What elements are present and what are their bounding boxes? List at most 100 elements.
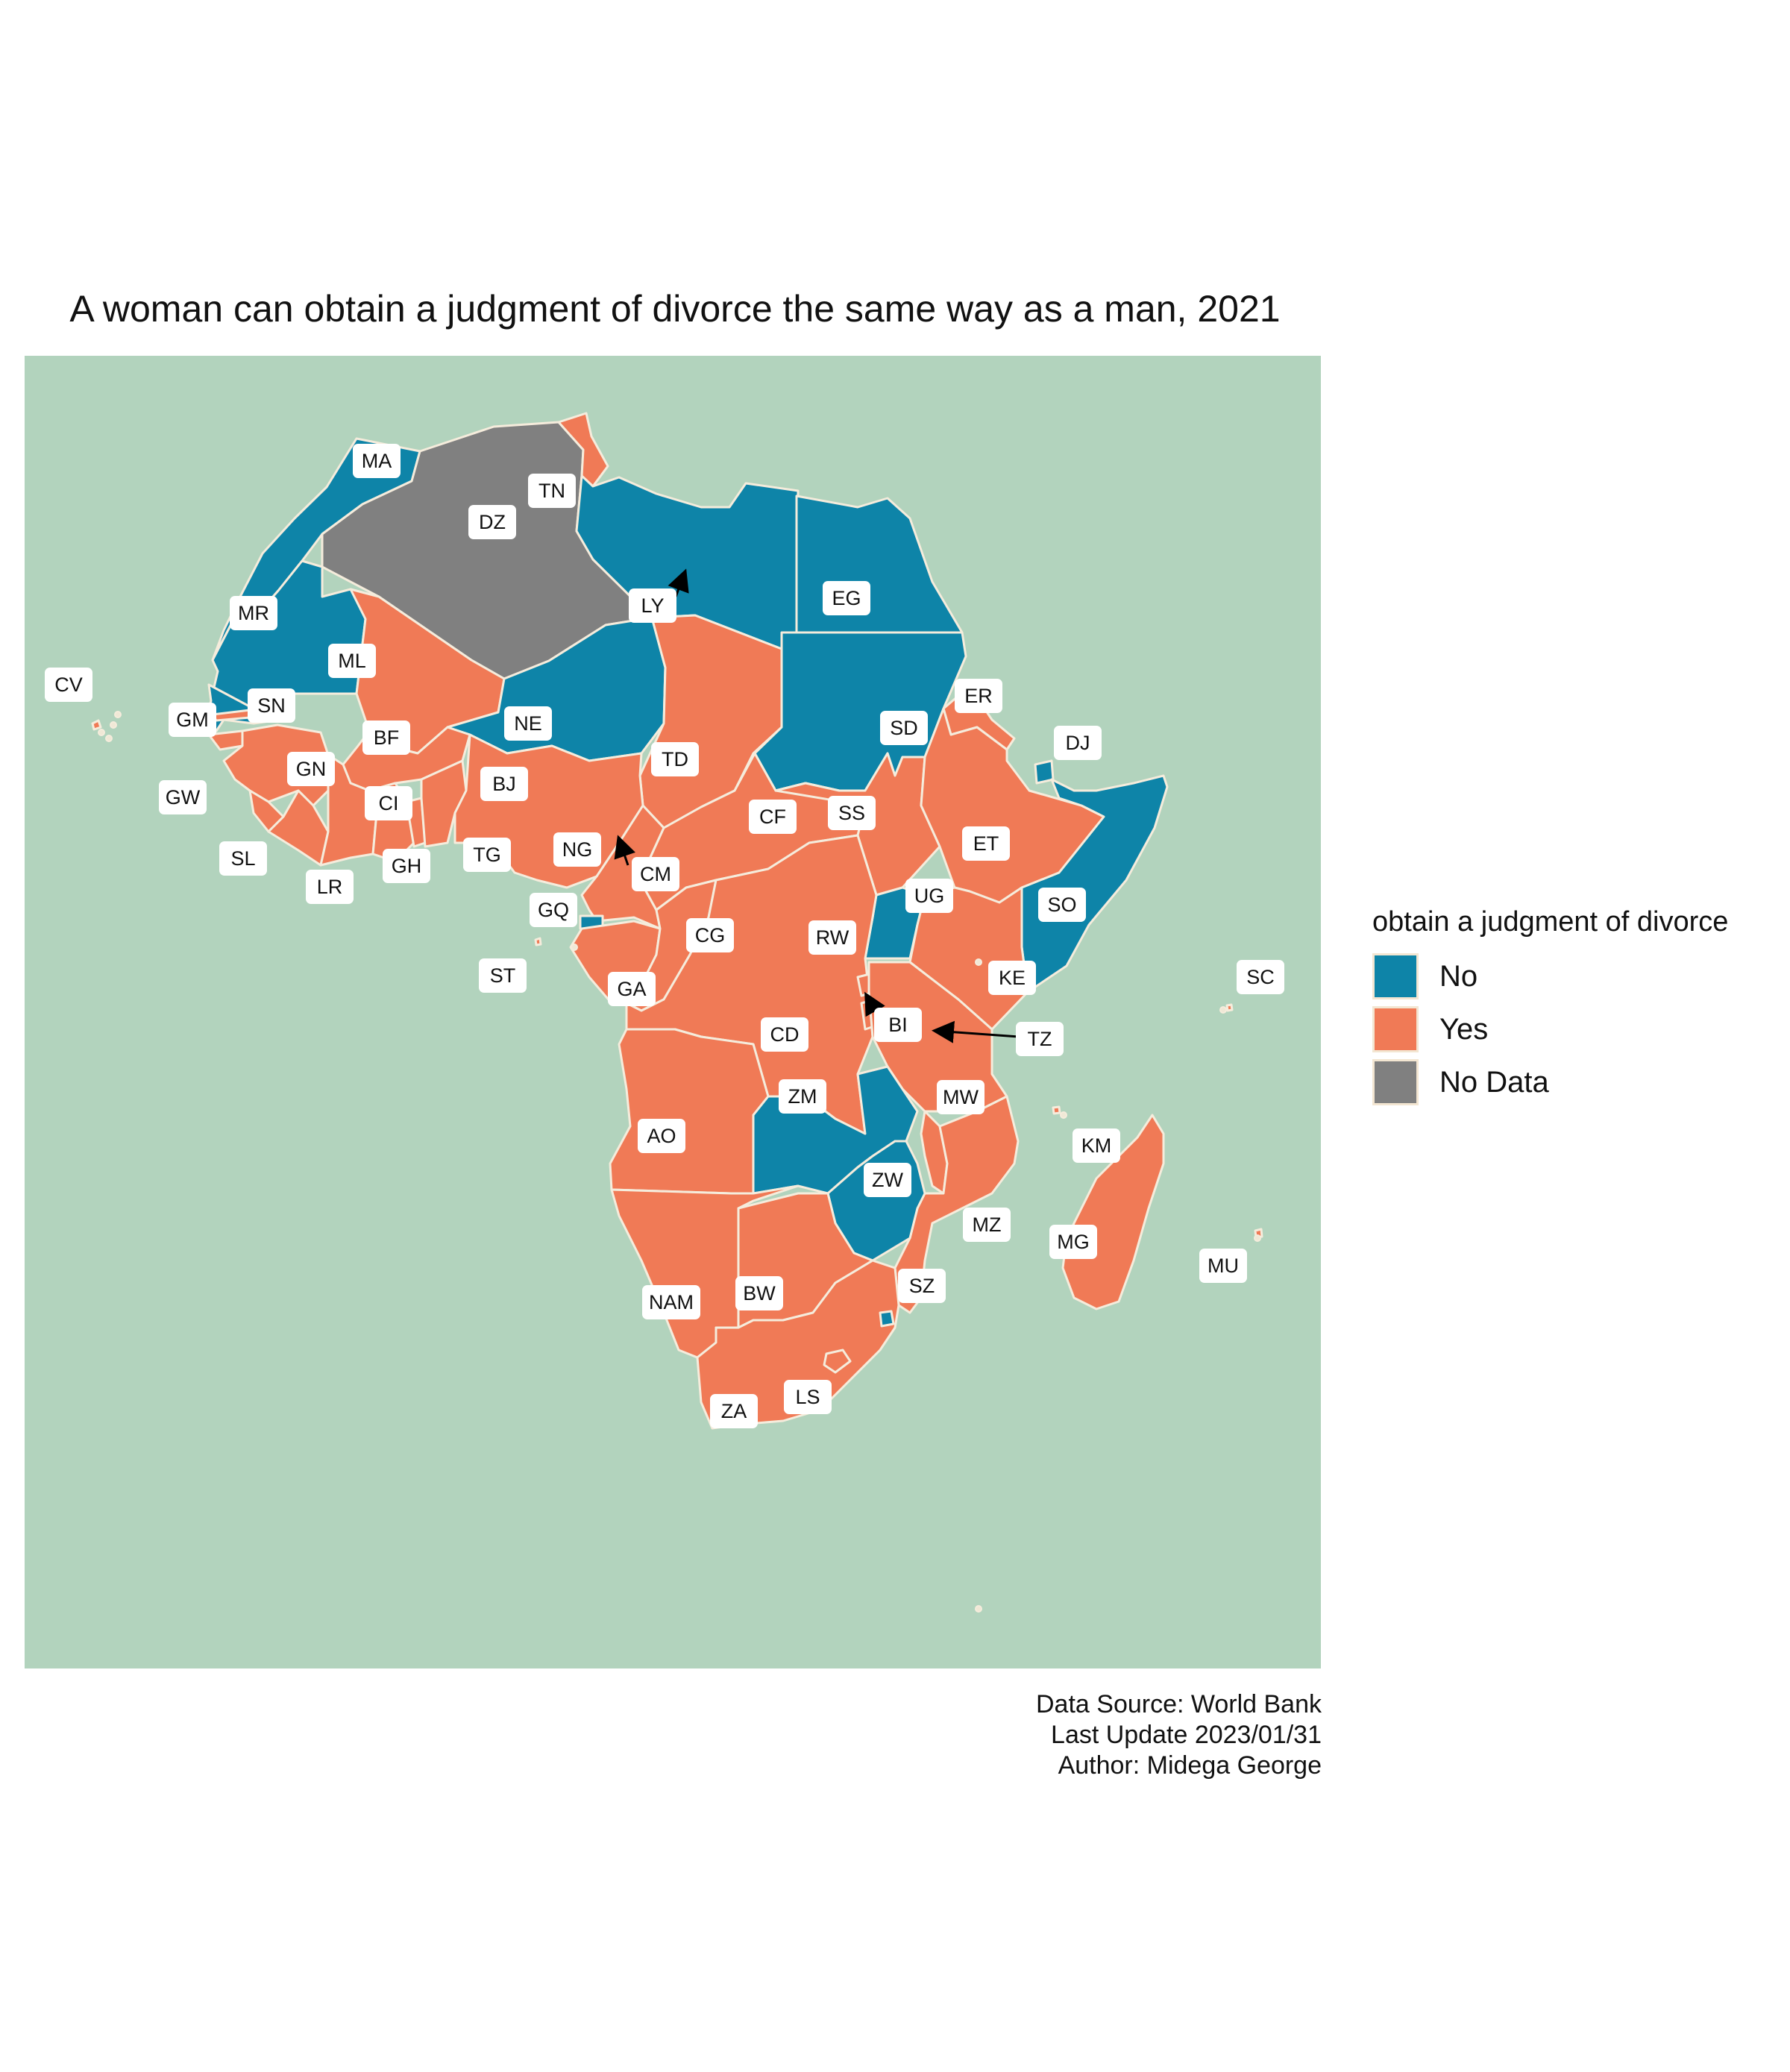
- island-dot: [1060, 1111, 1067, 1119]
- label-box: [1016, 1022, 1064, 1056]
- label-box: [230, 596, 277, 630]
- label-sl: SL: [219, 841, 267, 876]
- label-box: [463, 838, 511, 872]
- label-gm: GM: [169, 703, 216, 737]
- label-box: [353, 444, 401, 478]
- label-box: [1199, 1249, 1247, 1283]
- island-dot: [975, 1605, 982, 1613]
- label-box: [955, 679, 1002, 713]
- label-mw: MW: [937, 1080, 984, 1114]
- caption-author: Author: Midega George: [1058, 1751, 1322, 1780]
- label-box: [761, 1017, 808, 1052]
- label-box: [905, 879, 953, 913]
- label-sc: SC: [1237, 960, 1284, 994]
- label-text: MW: [943, 1086, 979, 1108]
- label-box: [504, 706, 552, 741]
- label-box: [1073, 1128, 1120, 1163]
- label-box: [808, 920, 856, 955]
- label-box: [479, 958, 527, 993]
- label-text: ZW: [872, 1169, 903, 1191]
- label-mr: MR: [230, 596, 277, 630]
- label-text: CG: [695, 924, 726, 946]
- label-box: [328, 644, 376, 678]
- label-text: CF: [759, 806, 786, 828]
- label-cm: CM: [632, 857, 679, 891]
- country-mg: [1061, 1114, 1165, 1310]
- island-dot: [110, 721, 117, 729]
- label-text: MR: [238, 602, 269, 624]
- label-lr: LR: [306, 870, 354, 904]
- label-box: [638, 1119, 685, 1153]
- label-sn: SN: [248, 688, 295, 723]
- label-td: TD: [651, 742, 699, 776]
- island-dot: [1219, 1006, 1227, 1014]
- arrow-ly: [668, 568, 689, 597]
- label-cv: CV: [45, 668, 92, 702]
- caption-update: Last Update 2023/01/31: [1051, 1721, 1322, 1749]
- legend-key-no-data: [1372, 1059, 1419, 1105]
- island-dot: [571, 944, 578, 951]
- label-box: [749, 800, 797, 834]
- label-box: [159, 780, 207, 814]
- label-box: [937, 1080, 984, 1114]
- label-text: TN: [538, 480, 565, 502]
- label-text: ZM: [788, 1085, 817, 1108]
- label-box: [642, 1285, 700, 1319]
- label-bj: BJ: [480, 767, 528, 801]
- label-ao: AO: [638, 1119, 685, 1153]
- arrow-nd: [614, 835, 635, 866]
- label-text: EG: [832, 587, 861, 609]
- country-so: [1020, 774, 1169, 993]
- label-er: ER: [955, 679, 1002, 713]
- label-cd: CD: [761, 1017, 808, 1052]
- island-dot: [98, 729, 105, 736]
- label-text: UG: [914, 885, 945, 907]
- label-ci: CI: [365, 786, 412, 820]
- label-box: [735, 1276, 783, 1310]
- label-text: MU: [1208, 1255, 1239, 1277]
- label-text: SZ: [909, 1275, 935, 1297]
- label-box: [1237, 960, 1284, 994]
- label-box: [1038, 888, 1086, 922]
- label-bf: BF: [362, 721, 410, 755]
- label-tz: TZ: [1016, 1022, 1064, 1056]
- label-ss: SS: [828, 796, 876, 830]
- legend-label-no: No: [1439, 959, 1478, 993]
- label-box: [828, 796, 876, 830]
- label-text: GQ: [538, 899, 569, 921]
- legend-label-yes: Yes: [1439, 1012, 1489, 1046]
- label-text: BW: [743, 1282, 776, 1305]
- label-text: SC: [1246, 966, 1275, 988]
- island-dot: [114, 711, 122, 718]
- label-text: BI: [888, 1014, 908, 1036]
- label-text: DJ: [1066, 732, 1090, 754]
- label-box: [287, 752, 335, 786]
- label-box: [219, 841, 267, 876]
- label-box: [710, 1394, 758, 1428]
- label-box: [306, 870, 354, 904]
- label-text: CD: [770, 1023, 800, 1046]
- label-gh: GH: [383, 849, 430, 883]
- label-sd: SD: [880, 711, 928, 745]
- caption-source: Data Source: World Bank: [1036, 1690, 1322, 1718]
- arrow-tz: [932, 1020, 1020, 1043]
- label-ly: LY: [629, 588, 676, 623]
- label-ga: GA: [608, 972, 656, 1006]
- label-text: MG: [1057, 1231, 1090, 1253]
- label-box: [1054, 726, 1102, 760]
- label-box: [528, 474, 576, 508]
- label-text: CM: [640, 863, 671, 885]
- label-gw: GW: [159, 780, 207, 814]
- label-text: CI: [379, 792, 399, 814]
- label-cf: CF: [749, 800, 797, 834]
- label-text: ET: [973, 832, 999, 855]
- label-text: MZ: [973, 1214, 1002, 1236]
- label-text: BF: [374, 726, 400, 749]
- label-text: SS: [838, 802, 865, 824]
- country-km: [1052, 1105, 1061, 1115]
- label-text: LR: [317, 876, 343, 898]
- label-box: [898, 1269, 946, 1303]
- label-box: [962, 826, 1010, 861]
- label-text: GM: [176, 709, 209, 731]
- label-text: AO: [647, 1125, 676, 1147]
